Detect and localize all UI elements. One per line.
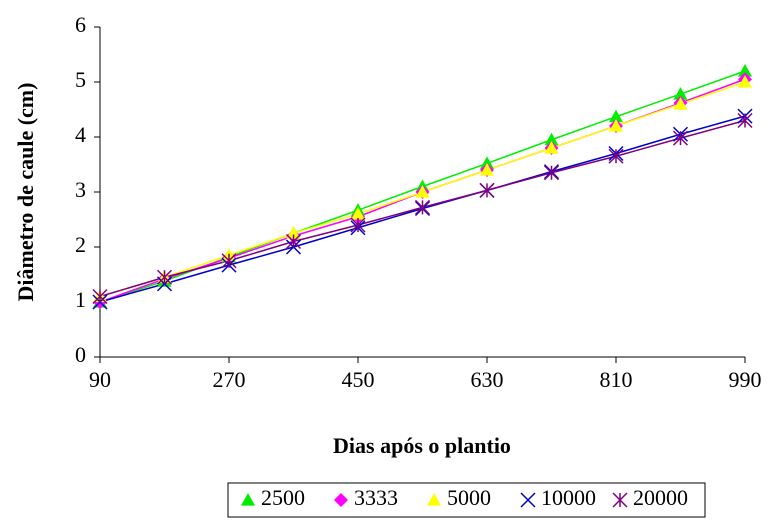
legend-label: 3333 — [354, 485, 398, 510]
marker — [350, 217, 366, 233]
legend-marker — [241, 493, 255, 506]
y-tick-label: 1 — [75, 287, 86, 312]
marker — [92, 288, 108, 305]
y-tick-label: 4 — [75, 122, 86, 147]
y-tick-label: 3 — [75, 177, 86, 202]
legend-marker — [612, 492, 628, 508]
marker — [544, 132, 559, 146]
y-tick-label: 2 — [75, 232, 86, 257]
x-tick-label: 90 — [89, 367, 111, 392]
marker — [609, 119, 623, 132]
marker — [672, 130, 689, 146]
legend-label: 20000 — [633, 485, 688, 510]
marker — [351, 207, 365, 220]
x-tick-label: 630 — [471, 367, 504, 392]
marker — [285, 233, 302, 250]
marker — [673, 97, 688, 110]
marker — [737, 112, 753, 129]
legend-label: 10000 — [541, 485, 596, 510]
y-axis-title: Diâmetro de caule (cm) — [13, 83, 38, 302]
marker — [415, 185, 430, 198]
x-tick-label: 990 — [729, 367, 762, 392]
marker — [543, 165, 560, 181]
marker — [673, 87, 688, 100]
legend-label: 2500 — [261, 485, 305, 510]
marker — [286, 226, 301, 239]
marker — [479, 182, 495, 198]
y-tick-label: 5 — [75, 67, 86, 92]
marker — [480, 156, 494, 169]
marker — [544, 141, 559, 154]
legend-marker — [427, 493, 441, 506]
marker — [480, 163, 494, 176]
x-tick-label: 270 — [213, 367, 246, 392]
legend-label: 5000 — [447, 485, 491, 510]
x-tick-label: 810 — [600, 367, 633, 392]
marker — [156, 269, 173, 285]
legend-box — [227, 482, 706, 518]
x-tick-label: 450 — [342, 367, 375, 392]
marker — [221, 253, 237, 269]
marker — [738, 75, 752, 88]
marker — [609, 109, 623, 123]
marker — [608, 148, 624, 164]
y-tick-label: 6 — [75, 12, 86, 37]
legend-marker — [520, 492, 536, 508]
marker — [414, 199, 431, 215]
x-axis-title: Dias após o plantio — [333, 433, 511, 458]
marker — [738, 64, 752, 77]
legend-marker — [334, 493, 348, 507]
y-tick-label: 0 — [75, 342, 86, 367]
